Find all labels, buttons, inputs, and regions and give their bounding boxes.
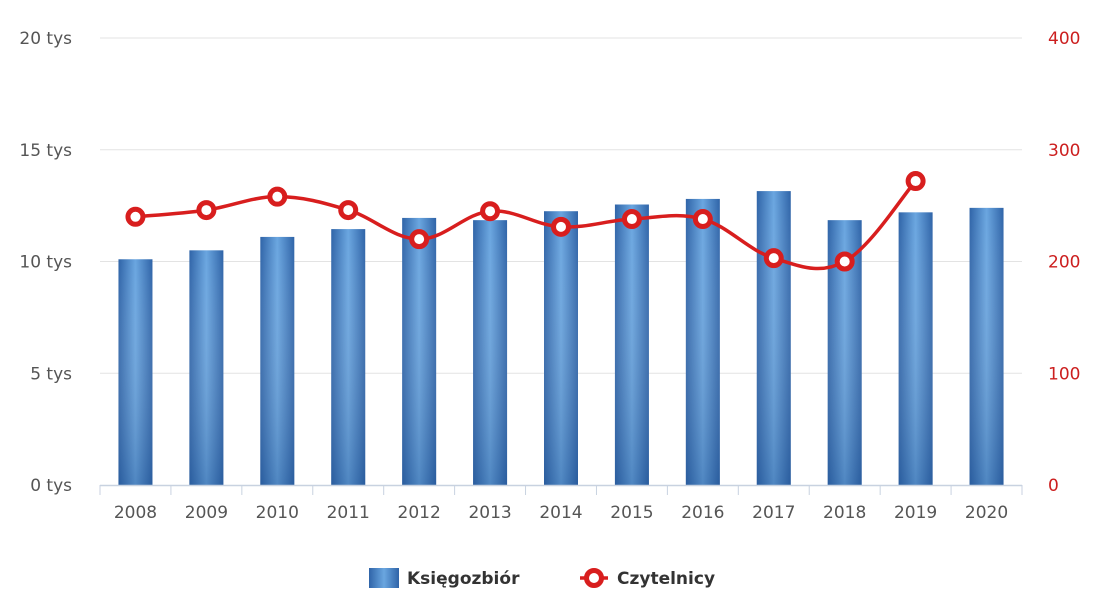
point-2013[interactable] bbox=[480, 201, 501, 222]
y-left-tick-label: 10 tys bbox=[19, 253, 72, 273]
point-2008[interactable] bbox=[125, 206, 146, 227]
x-tick-label: 2020 bbox=[965, 503, 1008, 523]
point-2016[interactable] bbox=[692, 209, 713, 230]
bar-shade-2016 bbox=[685, 198, 720, 486]
legend-item-line[interactable]: Czytelnicy bbox=[580, 568, 715, 589]
bar-shade-2009 bbox=[189, 250, 224, 485]
bar-shade-2014 bbox=[544, 211, 578, 485]
x-tick-label: 2015 bbox=[610, 503, 653, 523]
point-2017[interactable] bbox=[763, 248, 784, 269]
y-left-tick-label: 15 tys bbox=[19, 141, 72, 161]
legend-marker bbox=[584, 568, 604, 588]
y-left-tick-label: 20 tys bbox=[19, 29, 72, 49]
x-tick-label: 2012 bbox=[398, 503, 441, 523]
x-tick-label: 2011 bbox=[327, 503, 370, 523]
y-left-tick-label: 0 tys bbox=[30, 476, 72, 496]
bar-shade-2019 bbox=[898, 212, 933, 485]
legend-label-bars: Księgozbiór bbox=[407, 569, 520, 589]
y-right-tick-label: 200 bbox=[1048, 253, 1080, 273]
bar-shade-2017 bbox=[756, 191, 791, 485]
x-tick-label: 2016 bbox=[681, 503, 724, 523]
bars bbox=[118, 191, 1004, 486]
bar-shade-2020 bbox=[969, 207, 1004, 486]
bar-shade-2010 bbox=[260, 236, 295, 485]
bar-shade-2013 bbox=[473, 220, 508, 485]
point-2010[interactable] bbox=[267, 186, 288, 207]
point-2012[interactable] bbox=[409, 229, 430, 250]
y-right-tick-label: 300 bbox=[1048, 141, 1080, 161]
axis-labels: 0 tys 5 tys 10 tys 15 tys 20 tys 0 100 200 300 40… bbox=[19, 29, 1080, 523]
x-axis bbox=[99, 484, 1023, 495]
line-czytelnicy bbox=[135, 179, 917, 271]
y-left-tick-label: 5 tys bbox=[30, 364, 72, 384]
legend-bar-swatch bbox=[369, 568, 399, 588]
bar-shade-2008 bbox=[118, 259, 153, 485]
x-tick-label: 2014 bbox=[539, 503, 582, 523]
point-2018[interactable] bbox=[834, 251, 855, 272]
y-right-tick-label: 0 bbox=[1048, 476, 1059, 496]
x-tick-label: 2010 bbox=[256, 503, 299, 523]
bar-shade-2012 bbox=[402, 217, 437, 486]
x-tick-label: 2013 bbox=[468, 503, 511, 523]
x-tick-label: 2018 bbox=[823, 503, 866, 523]
point-2009[interactable] bbox=[196, 200, 217, 221]
x-tick-label: 2008 bbox=[114, 503, 157, 523]
point-2015[interactable] bbox=[621, 209, 642, 230]
x-tick-label: 2017 bbox=[752, 503, 795, 523]
legend-label-line: Czytelnicy bbox=[617, 569, 715, 589]
line-series bbox=[125, 171, 926, 272]
y-right-tick-label: 100 bbox=[1048, 364, 1080, 384]
bar-shade-2015 bbox=[614, 204, 649, 485]
legend: Księgozbiór Czytelnicy bbox=[369, 568, 715, 589]
y-right-tick-label: 400 bbox=[1048, 29, 1080, 49]
point-2014[interactable] bbox=[551, 216, 571, 237]
point-2019[interactable] bbox=[905, 171, 926, 192]
point-2011[interactable] bbox=[338, 200, 359, 221]
legend-item-bars[interactable]: Księgozbiór bbox=[369, 568, 520, 589]
bar-shade-2011 bbox=[331, 229, 366, 485]
x-tick-label: 2009 bbox=[185, 503, 228, 523]
x-tick-label: 2019 bbox=[894, 503, 937, 523]
